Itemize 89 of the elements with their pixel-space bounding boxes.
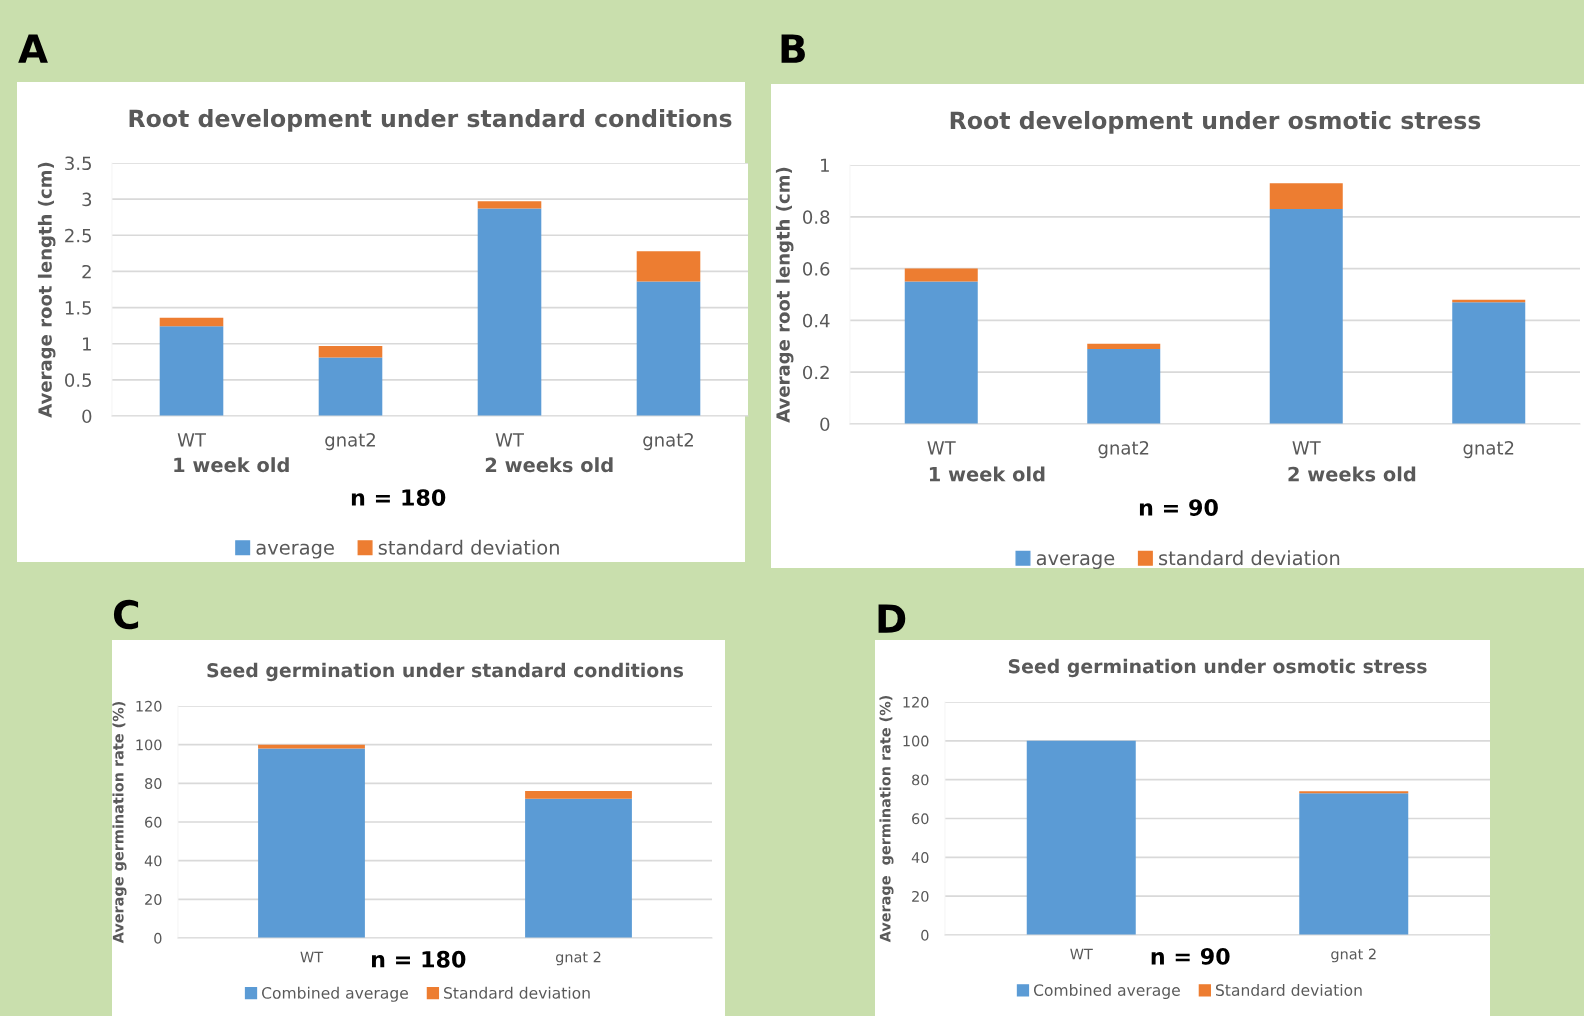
chart-title: Seed germination under standard conditions (207, 662, 684, 682)
y-tick-label: 80 (145, 778, 162, 790)
y-tick-label: 120 (903, 696, 929, 708)
y-tick-label: 0.4 (803, 313, 830, 328)
legend-label: Standard deviation (1215, 983, 1362, 996)
y-tick-label: 120 (136, 700, 162, 712)
y-tick-label: 1.5 (65, 301, 91, 315)
y-tick-label: 0 (921, 929, 929, 941)
y-tick-label: 0 (82, 409, 92, 424)
bar (1452, 302, 1526, 424)
legend-label: standard deviation (378, 539, 559, 555)
text: C (113, 599, 139, 630)
text: n = 180 (351, 489, 446, 506)
y-tick-label: 0.6 (803, 262, 830, 276)
legend-label: average (256, 543, 334, 559)
text: n = 90 (1139, 499, 1218, 516)
x-tick-label: WT (1292, 441, 1321, 455)
text: B (781, 34, 805, 63)
bar (1269, 209, 1343, 424)
bar (1269, 183, 1343, 210)
legend-label: standard deviation (1159, 550, 1340, 566)
y-axis-title: Average germination rate (%) (879, 695, 894, 943)
x-tick-label: gnat2 (643, 432, 693, 451)
bar (904, 268, 978, 282)
y-tick-label: 80 (912, 774, 929, 786)
text: D (878, 604, 906, 633)
y-tick-label: 20 (912, 890, 929, 902)
y-tick-label: 1 (821, 158, 829, 172)
bar (1087, 343, 1161, 349)
legend-label: Combined average (1033, 983, 1180, 999)
bar (477, 208, 542, 416)
y-axis-title: Average germination rate (%) (112, 701, 127, 944)
chart-title: Seed germination under osmotic stress (1008, 658, 1427, 678)
bar (159, 326, 224, 416)
y-tick-label: 0 (154, 932, 162, 944)
text: 1 week old (174, 457, 289, 473)
y-tick-label: 40 (911, 852, 929, 864)
bar (904, 281, 978, 424)
bar (1087, 348, 1161, 424)
x-tick-label: gnat2 (1463, 440, 1514, 459)
bar (525, 791, 632, 799)
bar (477, 201, 542, 209)
bar (318, 357, 383, 416)
y-tick-label: 0.8 (803, 210, 830, 224)
bar (636, 251, 701, 282)
text: 2 weeks old (485, 457, 613, 473)
y-tick-label: 100 (136, 739, 162, 751)
x-tick-label: gnat 2 (555, 951, 601, 966)
y-tick-label: 2.5 (65, 228, 91, 243)
x-tick-label: WT (300, 951, 324, 963)
bar (1299, 793, 1409, 935)
y-tick-label: 3.5 (65, 156, 91, 171)
bar (258, 748, 365, 938)
x-tick-label: WT (1070, 948, 1093, 960)
y-tick-label: 20 (145, 894, 162, 906)
y-tick-label: 60 (912, 813, 929, 825)
y-axis-title: Average root length (cm) (37, 162, 56, 418)
y-tick-label: 2 (82, 264, 91, 279)
x-tick-label: gnat2 (1098, 440, 1149, 459)
bar (258, 744, 365, 749)
y-tick-label: 1 (83, 337, 91, 351)
x-tick-label: gnat 2 (1331, 948, 1376, 963)
chart-title: Root development under osmotic stress (950, 110, 1481, 134)
bar (525, 798, 632, 938)
bar (1026, 740, 1136, 935)
text: n = 180 (372, 950, 466, 968)
y-tick-label: 0.5 (65, 373, 91, 387)
y-tick-label: 40 (144, 855, 162, 867)
x-tick-label: WT (495, 433, 524, 447)
bar (636, 281, 701, 416)
chart-title: Root development under standard conditions (129, 108, 732, 132)
bar (318, 345, 383, 358)
text: A (18, 34, 48, 63)
x-tick-label: gnat2 (325, 432, 375, 451)
text: n = 90 (1151, 947, 1230, 965)
y-tick-label: 0.2 (803, 365, 829, 380)
y-axis-title: Average root length (cm) (775, 167, 794, 423)
y-tick-label: 60 (145, 816, 162, 828)
legend-label: Combined average (262, 986, 408, 1002)
text: 1 week old (929, 466, 1045, 482)
y-tick-label: 3 (82, 192, 92, 207)
y-tick-label: 0 (820, 417, 830, 432)
bar (159, 317, 224, 327)
x-tick-label: WT (927, 441, 956, 455)
legend-label: average (1036, 554, 1115, 570)
y-tick-label: 100 (903, 735, 929, 747)
x-tick-label: WT (177, 433, 206, 447)
text: 2 weeks old (1288, 466, 1416, 482)
legend-label: Standard deviation (444, 986, 590, 999)
